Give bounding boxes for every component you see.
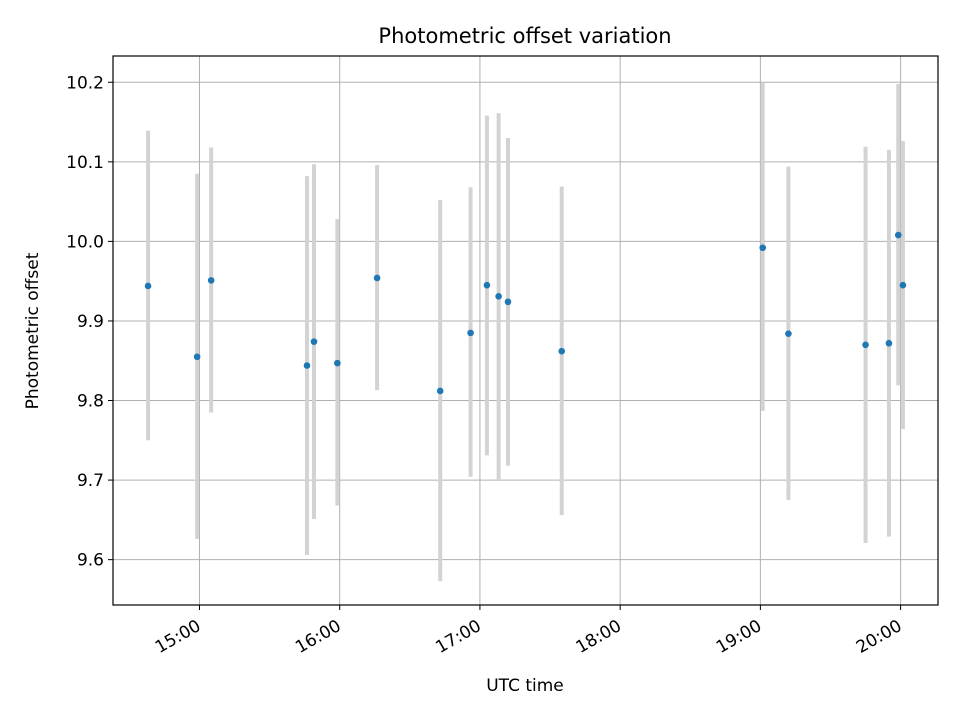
data-point xyxy=(436,387,444,395)
y-tick-label: 10.1 xyxy=(66,153,104,173)
data-point xyxy=(885,339,893,347)
data-point xyxy=(467,329,474,337)
data-point xyxy=(334,359,341,367)
data-point xyxy=(759,244,767,252)
data-point xyxy=(504,298,512,306)
y-tick-label: 9.7 xyxy=(77,471,104,491)
data-points xyxy=(144,231,907,395)
y-tick-label: 10.2 xyxy=(66,73,104,93)
data-point xyxy=(144,282,152,290)
data-point xyxy=(310,338,318,345)
data-point xyxy=(862,341,869,349)
data-point xyxy=(894,231,902,239)
x-axis-label: UTC time xyxy=(486,676,564,696)
y-axis: 9.6 9.7 9.8 9.9 10.0 10.1 10.2 xyxy=(66,73,113,571)
data-point xyxy=(303,362,311,369)
chart-title: Photometric offset variation xyxy=(378,24,671,48)
y-axis-label: Photometric offset xyxy=(23,252,43,409)
data-point xyxy=(558,347,566,355)
y-tick-label: 9.9 xyxy=(77,312,104,332)
data-point xyxy=(373,274,381,282)
data-point xyxy=(785,330,792,337)
plot-area xyxy=(113,56,938,605)
data-point xyxy=(207,277,215,284)
grid xyxy=(113,56,938,605)
data-point xyxy=(899,281,907,289)
y-tick-label: 9.8 xyxy=(77,392,104,412)
data-point xyxy=(193,353,201,361)
y-tick-label: 10.0 xyxy=(66,232,104,252)
plot-frame xyxy=(112,55,939,606)
data-point xyxy=(495,292,502,300)
y-tick-label: 9.6 xyxy=(77,551,104,571)
data-point xyxy=(483,281,491,289)
